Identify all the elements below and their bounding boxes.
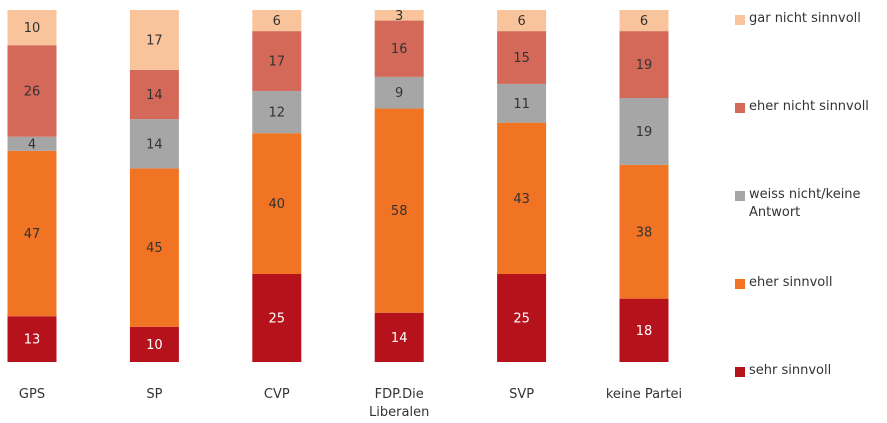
bar-segment [7,150,57,317]
x-tick-label: SP [146,387,163,402]
data-label: 14 [146,137,163,152]
bar-segment [252,274,302,362]
x-tick-label: keine Partei [605,387,683,402]
data-label: 19 [636,58,653,73]
bar-segment [129,10,179,70]
data-label: 43 [513,192,530,207]
legend-label: eher nicht sinnvoll [749,99,869,114]
data-label: 14 [146,88,163,103]
x-tick-label: CVP [263,387,290,402]
data-label: 18 [636,324,653,339]
bar-segment [252,31,302,91]
bar-segment [129,69,179,120]
legend-swatch [735,103,745,113]
bar-segment [252,10,302,32]
data-label: 15 [513,51,530,66]
data-label: 4 [28,137,36,152]
bar-segment [619,298,669,362]
data-label: 38 [636,225,653,240]
legend-swatch [735,279,745,289]
data-label: 40 [269,197,286,212]
bar-segment [497,83,547,123]
data-label: 6 [517,14,525,29]
bar-segment [7,45,57,137]
data-label: 6 [640,14,648,29]
x-tick-label: SVP [509,387,535,402]
legend-swatch [735,367,745,377]
bar-segment [374,10,424,21]
data-label: 9 [395,86,403,101]
bar-segment [129,119,179,169]
data-label: 45 [146,241,163,256]
bar-segment [7,136,57,151]
bar-segment [252,133,302,274]
bar-segment [497,274,547,362]
data-label: 3 [395,9,403,24]
data-label: 12 [269,106,286,121]
legend-label: eher sinnvoll [749,275,833,290]
data-label: 10 [146,338,163,353]
bar-segment [497,10,547,32]
data-label: 26 [24,84,41,99]
data-label: 13 [24,333,41,348]
bar-segment [374,108,424,313]
bar-segment [252,90,302,134]
legend-label: weiss nicht/keine Antwort [749,187,861,220]
data-label: 19 [636,125,653,140]
data-label: 25 [269,312,286,327]
data-label: 6 [273,14,281,29]
data-label: 10 [24,21,41,36]
bar-segment [374,20,424,77]
bar-segment [7,316,57,362]
legend-swatch [735,15,745,25]
bar-segment [497,31,547,84]
legend-swatch [735,191,745,201]
bar-segment [497,122,547,274]
bar-segment [619,164,669,299]
bar-segment [129,168,179,327]
x-tick-label: GPS [18,387,46,402]
bar-segment [374,312,424,362]
bar-segment [129,326,179,362]
data-label: 25 [513,312,530,327]
x-tick-label: FDP.Die Liberalen [369,387,430,420]
data-label: 17 [146,33,163,48]
bar-segment [619,31,669,98]
bar-segment [7,10,57,46]
bar-segment [374,76,424,109]
data-label: 16 [391,42,408,57]
legend-label: sehr sinnvoll [749,363,832,378]
data-label: 58 [391,204,408,219]
bar-segment [619,10,669,32]
bar-segment [619,98,669,165]
data-label: 47 [24,227,41,242]
legend-label: gar nicht sinnvoll [749,11,861,26]
data-label: 11 [513,97,530,112]
data-label: 17 [269,55,286,70]
data-label: 14 [391,331,408,346]
